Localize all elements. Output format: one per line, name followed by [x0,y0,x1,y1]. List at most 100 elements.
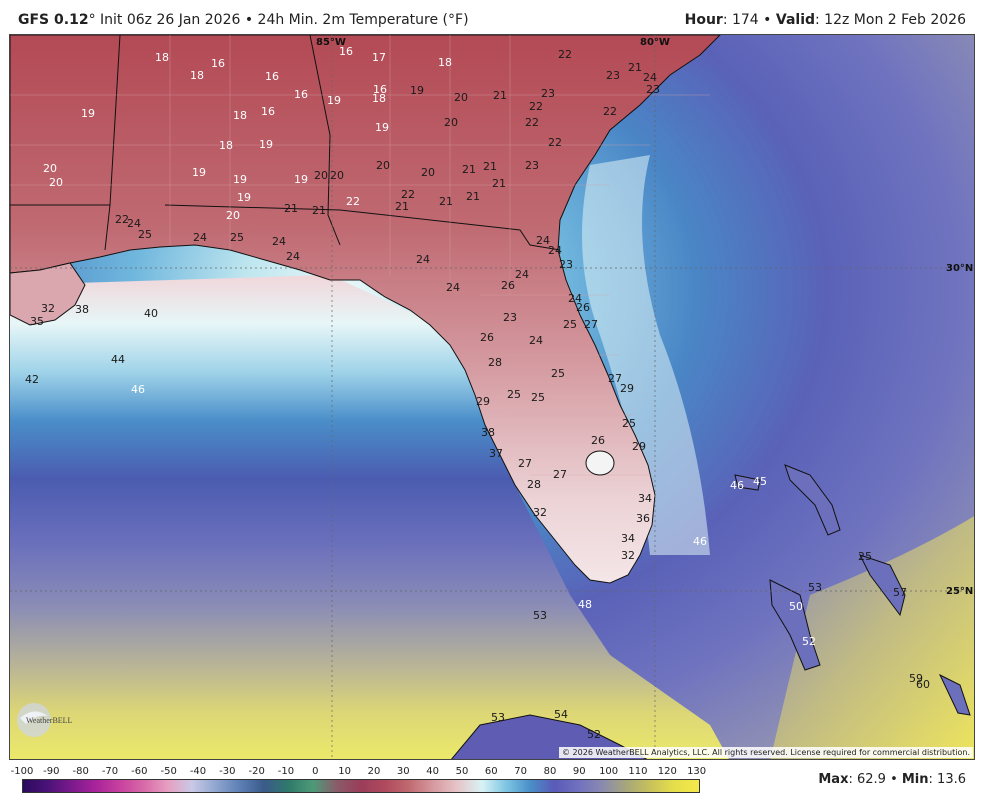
temperature-label: 16 [261,105,275,118]
temperature-label: 18 [219,139,233,152]
max-label: Max [818,772,849,787]
temperature-label: 16 [265,70,279,83]
temperature-label: 24 [536,234,550,247]
temperature-label: 27 [584,318,598,331]
map-title: GFS 0.12° Init 06z 26 Jan 2026 • 24h Min… [18,12,469,28]
temperature-label: 24 [416,253,430,266]
temperature-label: 40 [144,307,158,320]
hour-label: Hour [684,12,723,28]
temperature-label: 24 [515,268,529,281]
temperature-label: 20 [444,116,458,129]
coastal-cool-band [582,155,710,555]
colorbar-tick: -100 [10,766,34,777]
temperature-label: 21 [395,200,409,213]
temperature-label: 18 [190,69,204,82]
lake-okeechobee [585,450,615,476]
colorbar-tick: -10 [277,766,295,777]
temperature-label: 25 [507,388,521,401]
temperature-label: 34 [638,492,652,505]
logo-text: WeatherBELL [26,716,73,725]
temperature-label: 21 [492,177,506,190]
temperature-label: 19 [259,138,273,151]
temperature-label: 23 [559,258,573,271]
lat-lon-grid [10,35,974,759]
colorbar-tick: -90 [43,766,60,777]
temperature-label: 22 [401,188,415,201]
temperature-label: 53 [491,711,505,724]
temperature-label: 17 [372,51,386,64]
temperature-label: 25 [138,228,152,241]
county-lines [10,35,710,476]
temperature-label: 19 [233,173,247,186]
temperature-label: 24 [548,244,562,257]
lat-30-label: 30°N [946,263,973,274]
temperature-label: 46 [693,535,707,548]
init-description: ° Init 06z 26 Jan 2026 • 24h Min. 2m Tem… [88,12,469,28]
temperature-label: 52 [587,728,601,741]
temperature-label: 60 [916,678,930,691]
temperature-label: 25 [622,417,636,430]
temperature-label: 46 [730,479,744,492]
header: GFS 0.12° Init 06z 26 Jan 2026 • 24h Min… [0,0,984,33]
lon-80-label: 80°W [640,37,670,48]
temperature-label: 25 [230,231,244,244]
colorbar-tick: 90 [572,766,586,777]
temperature-label: 23 [606,69,620,82]
temperature-label: 19 [375,121,389,134]
temperature-label: 19 [81,107,95,120]
temperature-label: 24 [193,231,207,244]
temperature-label: 27 [608,372,622,385]
colorbar-tick: 130 [687,766,707,777]
land-mass [10,35,721,584]
temperature-label: 22 [548,136,562,149]
temperature-label: 54 [554,708,568,721]
temperature-label: 16 [373,83,387,96]
temperature-label: 22 [115,213,129,226]
temperature-label: 29 [632,440,646,453]
temperature-label: 20 [421,166,435,179]
temperature-label: 23 [646,83,660,96]
temperature-label: 21 [483,160,497,173]
temperature-label: 21 [628,61,642,74]
temperature-label: 24 [529,334,543,347]
temperature-label: 24 [127,217,141,230]
colorbar-tick: 60 [484,766,498,777]
model-name: GFS 0.12 [18,12,89,28]
colorbar-tick: -50 [160,766,177,777]
temperature-label: 23 [541,87,555,100]
max-min-stats: Max: 62.9 • Min: 13.6 [818,772,966,787]
temperature-label: 38 [75,303,89,316]
max-value: : 62.9 • [848,772,902,787]
valid-label: Valid [775,12,816,28]
temperature-label: 24 [286,250,300,263]
temperature-label: 16 [211,57,225,70]
temperature-label: 22 [558,48,572,61]
colorbar-tick: -70 [101,766,119,777]
colorbar-gradient [22,779,700,793]
lat-25-label: 25°N [946,586,973,597]
min-value: : 13.6 [928,772,966,787]
temperature-label: 35 [30,315,44,328]
temperature-label: 26 [576,301,590,314]
temperature-label: 29 [620,382,634,395]
temperature-label: 48 [578,598,592,611]
min-label: Min [901,772,929,787]
colorbar-ticks: -100 -90 -80 -70 -60 -50 -40 -30 -20 -10 0 10 20 30 40… [11,766,707,778]
temperature-label: 37 [489,447,503,460]
temperature-label: 18 [233,109,247,122]
temperature-label: 20 [376,159,390,172]
caribbean-warm-area [770,516,974,759]
colorbar-tick: 10 [338,766,351,777]
temperature-label: 26 [591,434,605,447]
temperature-label: 19 [294,173,308,186]
state-borders [10,35,561,251]
temperature-label: 32 [621,549,635,562]
temperature-label: 34 [621,532,635,545]
temperature-label: 21 [493,89,507,102]
colorbar-tick: -80 [72,766,89,777]
temperature-label: 36 [636,512,650,525]
temperature-label: 24 [272,235,286,248]
temperature-label: 59 [909,672,923,685]
temperature-label: 25 [858,550,872,563]
temperature-label: 53 [533,609,547,622]
